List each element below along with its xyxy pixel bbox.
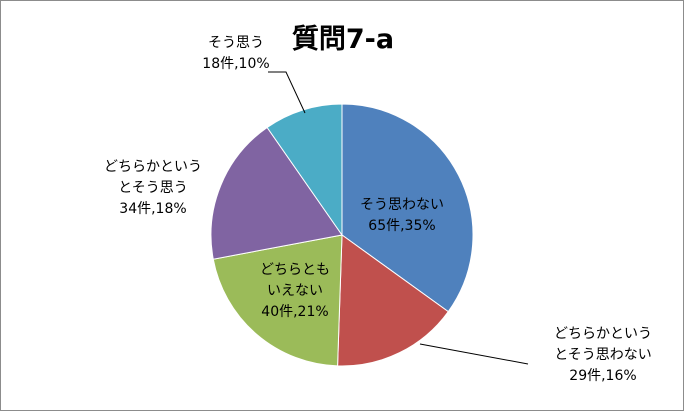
pie-slice-2 (212, 234, 343, 367)
slice-label-1: とそう思わない (554, 347, 652, 363)
pie-slices (210, 103, 474, 367)
pie-slice-3 (210, 126, 343, 260)
chart-title: 質問7-a (292, 24, 394, 55)
slice-value-label-4: 18件,10% (202, 56, 269, 72)
pie-slice-0 (341, 103, 474, 313)
slice-label-1: どちらかという (554, 326, 652, 342)
slice-label-2: どちらとも (260, 262, 330, 278)
slice-value-label-1: 29件,16% (569, 368, 636, 384)
leader-line-1 (419, 343, 529, 365)
leader-lines (268, 71, 529, 365)
slice-value-label-0: 65件,35% (368, 218, 435, 234)
slice-value-label-3: 34件,18% (119, 201, 186, 217)
pie-slice-4 (266, 103, 343, 237)
leader-line-4 (268, 71, 306, 114)
slice-label-4: そう思う (208, 35, 264, 51)
pie-slice-1 (337, 234, 449, 367)
slice-label-0: そう思わない (360, 197, 444, 213)
slice-label-2: いえない (267, 283, 323, 299)
slice-label-3: とそう思う (118, 180, 188, 196)
slice-label-3: どちらかという (104, 159, 202, 175)
slice-value-label-2: 40件,21% (261, 304, 328, 320)
slice-labels: そう思わない65件,35%どちらかというとそう思わない29件,16%どちらともい… (104, 35, 652, 384)
